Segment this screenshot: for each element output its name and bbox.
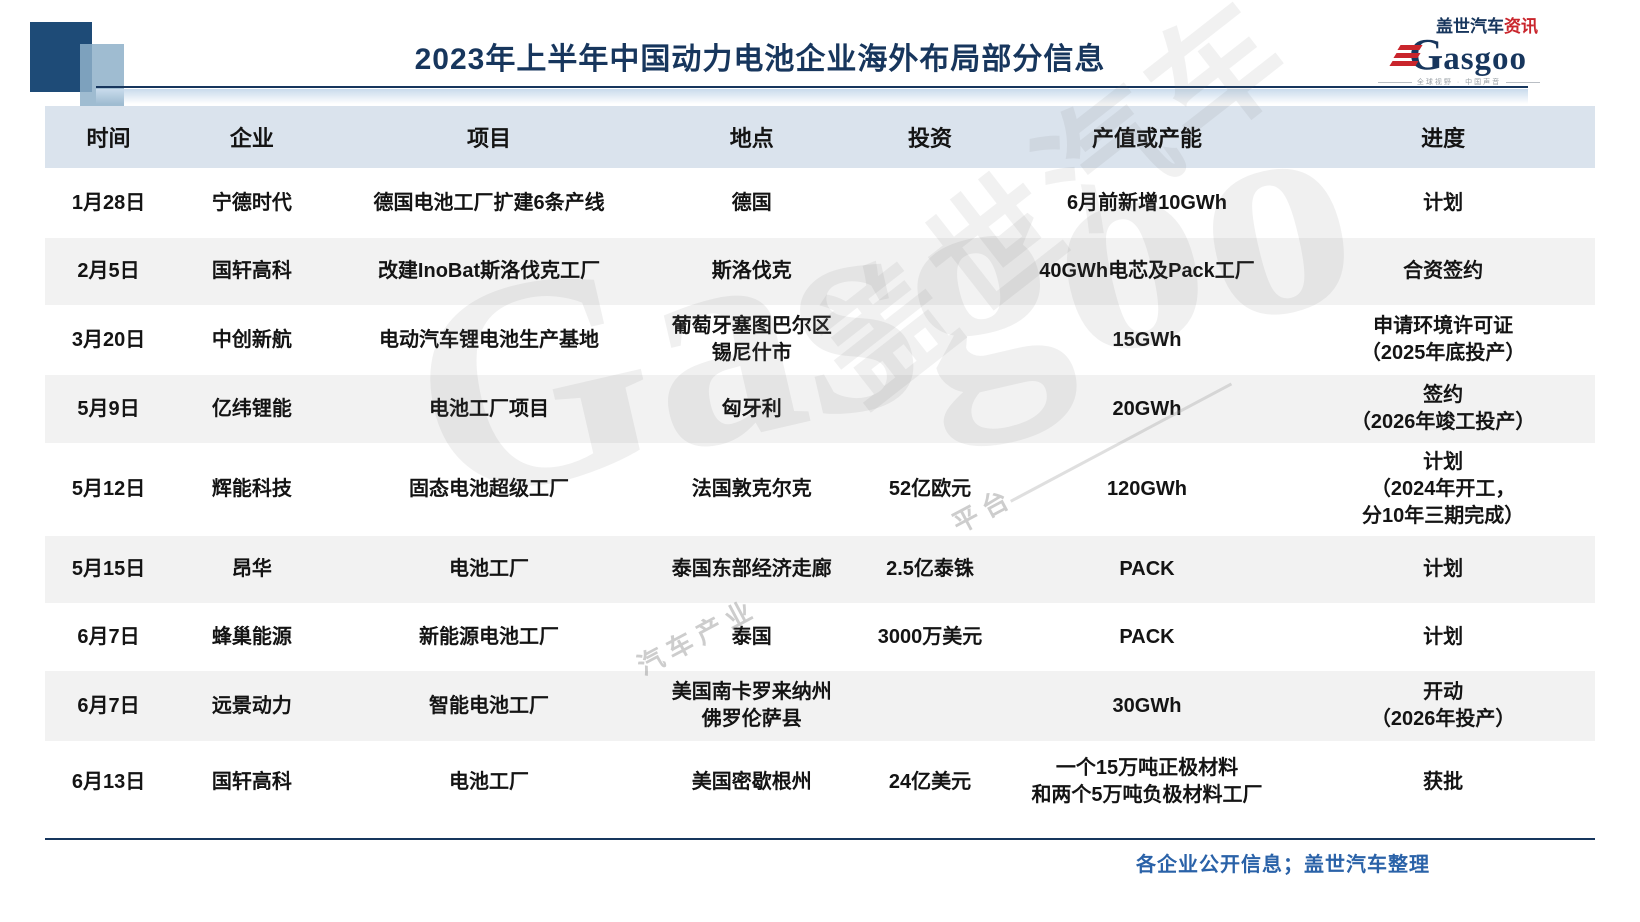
logo-cn-red-text: 资讯 [1504,17,1538,36]
cell-investment: 3000万美元 [877,625,983,648]
cell-company: 远景动力 [211,694,292,717]
cell-location: 葡萄牙塞图巴尔区 锡尼什市 [671,315,832,364]
logo-asgoo-text: asgoo [1443,41,1528,78]
cell-location: 泰国 [731,625,772,648]
tagline-text: 全球视野 · 中国声音 [1416,79,1502,87]
cell-time: 1月28日 [71,191,146,214]
table-row: 6月7日 远景动力 智能电池工厂 美国南卡罗来纳州 佛罗伦萨县 30GWh 开动 （202… [45,671,1595,741]
cell-investment: 2.5亿泰铢 [886,558,974,580]
cell-company: 亿纬锂能 [211,397,292,420]
cell-location: 泰国东部经济走廊 [671,558,832,580]
table-row: 3月20日 中创新航 电动汽车锂电池生产基地 葡萄牙塞图巴尔区 锡尼什市 15GWh 申请… [45,305,1595,375]
cell-investment: 52亿欧元 [888,478,972,500]
cell-investment [857,305,1003,375]
tagline-line-left [1377,81,1412,83]
cell-capacity: 一个15万吨正极材料 和两个5万吨负极材料工厂 [1031,757,1263,806]
cell-company: 国轩高科 [211,260,292,282]
source-note: 各企业公开信息；盖世汽车整理 [1136,854,1430,876]
cell-location: 美国密歇根州 [691,770,812,793]
logo-stripes-icon [1389,45,1423,67]
cell-time: 5月15日 [71,558,146,580]
logo-wordmark: G asgoo [1389,32,1528,78]
footer-divider [45,838,1595,840]
cell-company: 中创新航 [211,328,292,351]
cell-company: 昂华 [231,558,272,580]
cell-capacity: PACK [1119,625,1175,648]
cell-time: 2月5日 [77,260,140,282]
table-row: 6月7日 蜂巢能源 新能源电池工厂 泰国 3000万美元 PACK 计划 [45,603,1595,671]
logo-tagline: 全球视野 · 中国声音 [1377,77,1541,87]
cell-progress: 计划 [1423,625,1464,648]
column-header-investment: 投资 [857,106,1003,168]
table-row: 5月9日 亿纬锂能 电池工厂项目 匈牙利 20GWh 签约 （2026年竣工投产） [45,375,1595,443]
cell-location: 法国敦克尔克 [691,478,812,500]
cell-company: 国轩高科 [211,770,292,793]
cell-progress: 开动 （2026年投产） [1370,681,1516,730]
title-gradient-band [96,89,1528,104]
cell-progress: 申请环境许可证 （2025年底投产） [1360,315,1526,364]
gasgoo-logo: 盖世汽车资讯 G asgoo 全球视野 · 中国声音 [1374,18,1544,87]
cell-investment: 24亿美元 [888,770,972,793]
cell-project: 德国电池工厂扩建6条产线 [373,191,605,214]
cell-project: 电池工厂项目 [429,397,550,420]
cell-project: 改建InoBat斯洛伐克工厂 [377,260,601,282]
cell-project: 智能电池工厂 [429,694,550,717]
cell-investment [857,375,1003,443]
cell-location: 德国 [731,191,772,214]
column-header-project: 项目 [331,106,647,168]
column-header-company: 企业 [172,106,332,168]
logo-cn-text: 盖世汽车资讯 [1436,18,1538,35]
cell-progress: 计划 [1423,191,1464,214]
table-row: 2月5日 国轩高科 改建InoBat斯洛伐克工厂 斯洛伐克 40GWh电芯及Pack工厂… [45,238,1595,305]
cell-capacity: 120GWh [1106,478,1188,500]
table-header-row: 时间 企业 项目 地点 投资 产值或产能 进度 [45,106,1595,168]
decor-square-light [80,44,124,116]
cell-capacity: 20GWh [1112,397,1182,420]
cell-investment [857,671,1003,741]
table-row: 5月12日 辉能科技 固态电池超级工厂 法国敦克尔克 52亿欧元 120GWh 计划 （20… [45,443,1595,536]
cell-project: 电池工厂 [449,770,530,793]
cell-capacity: 6月前新增10GWh [1066,191,1228,214]
cell-project: 固态电池超级工厂 [409,478,570,500]
table-row: 6月13日 国轩高科 电池工厂 美国密歇根州 24亿美元 一个15万吨正极材料 和两个5万… [45,741,1595,823]
cell-progress: 计划 （2024年开工， 分10年三期完成） [1361,451,1525,527]
cell-time: 6月13日 [71,770,146,793]
cell-time: 5月9日 [77,397,140,420]
cell-location: 匈牙利 [721,397,782,420]
cell-project: 电池工厂 [449,558,530,580]
cell-company: 辉能科技 [211,478,292,500]
cell-progress: 签约 （2026年竣工投产） [1350,384,1536,433]
cell-progress: 合资签约 [1403,260,1484,282]
cell-company: 宁德时代 [211,191,292,214]
column-header-location: 地点 [646,106,858,168]
cell-project: 新能源电池工厂 [419,625,560,648]
logo-cn-blue-text: 盖世汽车 [1436,17,1504,36]
battery-overseas-table: 时间 企业 项目 地点 投资 产值或产能 进度 1月28日 宁德时代 德国电池工厂扩建6条产线 德… [45,106,1595,823]
cell-investment [857,238,1003,305]
cell-time: 3月20日 [71,328,146,351]
cell-capacity: 30GWh [1112,694,1182,717]
table-row: 5月15日 昂华 电池工厂 泰国东部经济走廊 2.5亿泰铢 PACK 计划 [45,536,1595,603]
cell-capacity: 15GWh [1112,328,1182,351]
cell-capacity: PACK [1119,558,1175,580]
tagline-line-right [1506,81,1541,83]
column-header-capacity: 产值或产能 [1002,106,1292,168]
cell-time: 5月12日 [71,478,146,500]
title-divider [96,86,1528,88]
cell-company: 蜂巢能源 [211,625,292,648]
cell-progress: 计划 [1423,558,1464,580]
cell-location: 美国南卡罗来纳州 佛罗伦萨县 [671,681,832,730]
page-title: 2023年上半年中国动力电池企业海外布局部分信息 [414,43,1106,76]
cell-capacity: 40GWh电芯及Pack工厂 [1039,260,1255,282]
table-row: 1月28日 宁德时代 德国电池工厂扩建6条产线 德国 6月前新增10GWh 计划 [45,168,1595,238]
cell-progress: 获批 [1423,770,1464,793]
cell-time: 6月7日 [77,694,140,717]
cell-investment [857,168,1003,238]
cell-project: 电动汽车锂电池生产基地 [379,328,600,351]
column-header-time: 时间 [45,106,173,168]
cell-time: 6月7日 [77,625,140,648]
cell-location: 斯洛伐克 [711,260,792,282]
column-header-progress: 进度 [1291,106,1595,168]
